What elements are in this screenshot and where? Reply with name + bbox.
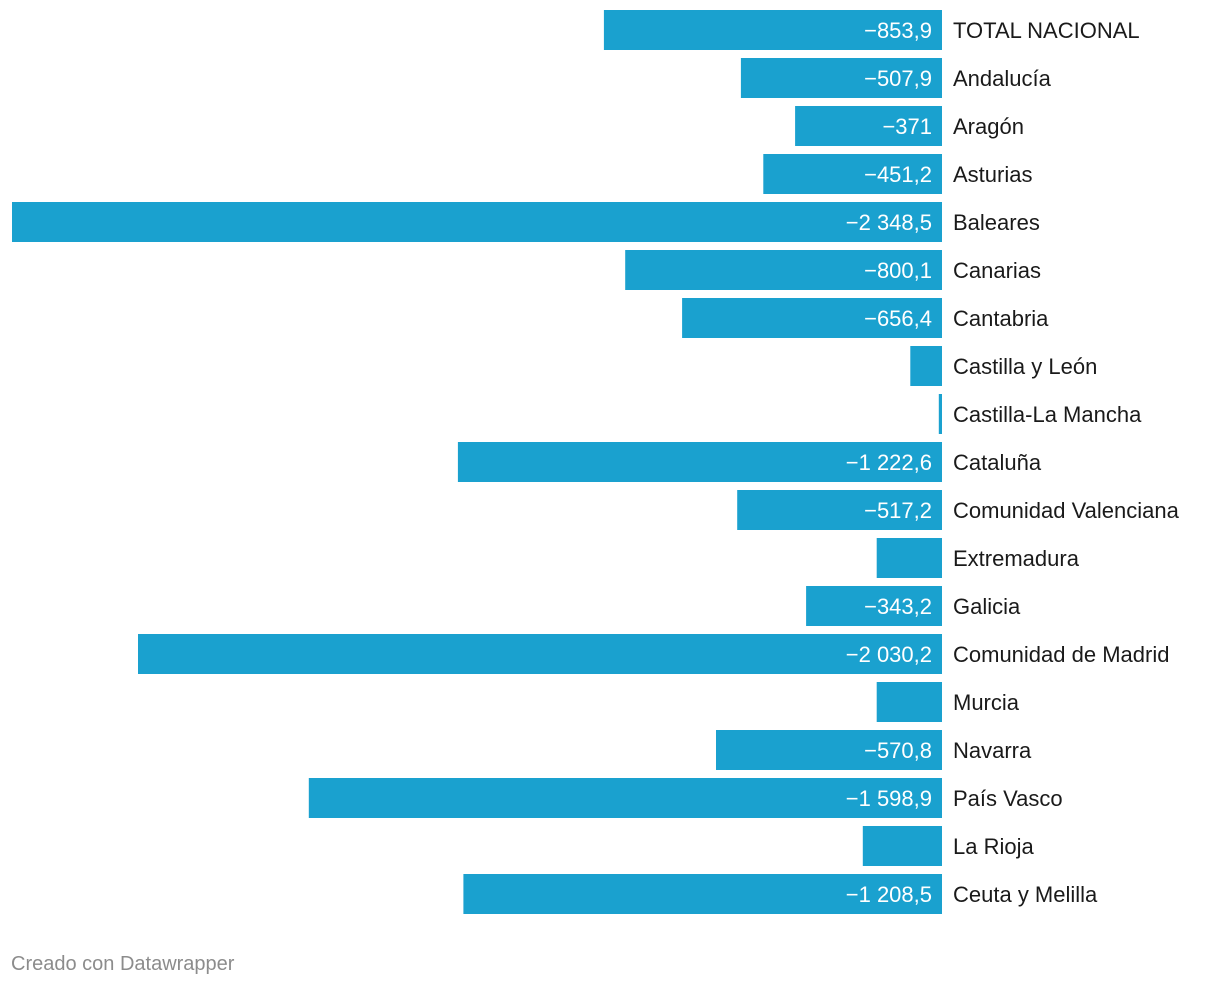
bar-value-label: −2 030,2 [846, 642, 932, 667]
category-label: Cantabria [953, 306, 1049, 331]
category-label: Castilla-La Mancha [953, 402, 1142, 427]
bar-value-label: −371 [882, 114, 932, 139]
category-label: País Vasco [953, 786, 1063, 811]
bar-11[interactable] [876, 538, 942, 578]
bar-chart: −853,9 TOTAL NACIONAL −507,9 Andalucía −371 A… [12, 10, 1180, 914]
bar-16[interactable] [308, 778, 942, 818]
bar-value-label: −343,2 [864, 594, 932, 619]
bar-value-label: −570,8 [864, 738, 932, 763]
category-label: Canarias [953, 258, 1041, 283]
category-label: Ceuta y Melilla [953, 882, 1098, 907]
category-label: Aragón [953, 114, 1024, 139]
bar-value-label: −507,9 [864, 66, 932, 91]
bar-3[interactable] [763, 154, 942, 194]
bar-value-label: −2 348,5 [846, 210, 932, 235]
bar-5[interactable] [625, 250, 942, 290]
bar-0[interactable] [603, 10, 942, 50]
category-label: Murcia [953, 690, 1020, 715]
bar-value-label: −800,1 [864, 258, 932, 283]
bar-13[interactable] [138, 634, 942, 674]
bar-7[interactable] [910, 346, 942, 386]
bar-9[interactable] [457, 442, 942, 482]
bar-6[interactable] [682, 298, 942, 338]
bar-value-label: −1 598,9 [846, 786, 932, 811]
category-label: TOTAL NACIONAL [953, 18, 1140, 43]
bar-value-label: −1 222,6 [846, 450, 932, 475]
bar-value-label: −656,4 [864, 306, 932, 331]
bar-4[interactable] [12, 202, 942, 242]
bar-2[interactable] [795, 106, 942, 146]
category-label: La Rioja [953, 834, 1034, 859]
bar-12[interactable] [806, 586, 942, 626]
bar-value-label: −517,2 [864, 498, 932, 523]
bar-10[interactable] [737, 490, 942, 530]
bar-18[interactable] [463, 874, 942, 914]
category-label: Andalucía [953, 66, 1052, 91]
bar-8[interactable] [938, 394, 942, 434]
category-label: Extremadura [953, 546, 1080, 571]
bar-17[interactable] [862, 826, 942, 866]
bar-value-label: −853,9 [864, 18, 932, 43]
category-label: Cataluña [953, 450, 1042, 475]
category-label: Galicia [953, 594, 1021, 619]
bar-value-label: −451,2 [864, 162, 932, 187]
category-label: Asturias [953, 162, 1032, 187]
category-label: Comunidad Valenciana [953, 498, 1180, 523]
bar-15[interactable] [716, 730, 942, 770]
bar-1[interactable] [740, 58, 942, 98]
category-label: Castilla y León [953, 354, 1097, 379]
bar-14[interactable] [876, 682, 942, 722]
datawrapper-credit[interactable]: Creado con Datawrapper [11, 953, 235, 975]
category-label: Baleares [953, 210, 1040, 235]
category-label: Comunidad de Madrid [953, 642, 1169, 667]
category-label: Navarra [953, 738, 1032, 763]
bar-value-label: −1 208,5 [846, 882, 932, 907]
